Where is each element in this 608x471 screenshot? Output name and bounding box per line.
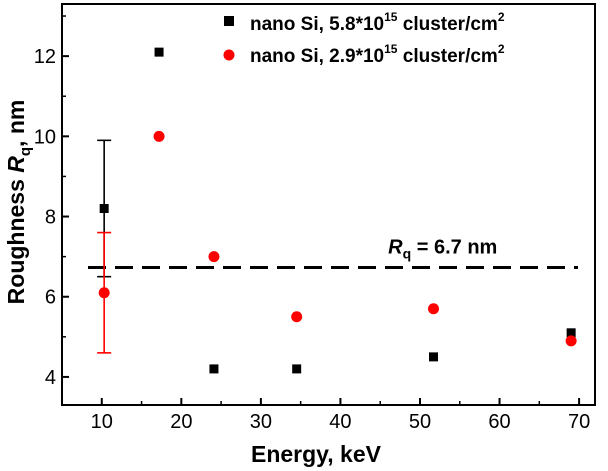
x-tick-label: 60 bbox=[488, 411, 510, 433]
x-tick-label: 50 bbox=[409, 411, 431, 433]
reference-line-label: Rq = 6.7 nm bbox=[388, 236, 497, 261]
point-series-1-square bbox=[429, 352, 439, 362]
legend-2-mid: cluster/cm bbox=[397, 46, 497, 67]
point-series-1-square bbox=[154, 47, 164, 57]
x-tick-label: 70 bbox=[568, 411, 590, 433]
y-title-suffix: , nm bbox=[3, 100, 29, 147]
y-title-prefix: Roughness bbox=[3, 173, 29, 305]
legend-marker-circle bbox=[223, 49, 235, 61]
legend-2-base: nano Si, 2.9*10 bbox=[250, 46, 384, 67]
point-series-2-circle bbox=[428, 303, 440, 315]
plot-frame bbox=[61, 3, 596, 406]
legend-marker-square bbox=[224, 16, 234, 26]
legend-entry-series-2: nano Si, 2.9*1015 cluster/cm2 bbox=[250, 42, 505, 67]
point-series-2-circle bbox=[565, 335, 577, 347]
y-title-subscript: q bbox=[17, 147, 34, 156]
legend: nano Si, 5.8*1015 cluster/cm2 nano Si, 2… bbox=[223, 10, 505, 67]
y-tick-label: 4 bbox=[45, 367, 56, 389]
data-points bbox=[98, 47, 577, 374]
legend-2-sup1: 15 bbox=[384, 42, 398, 56]
point-series-2-circle bbox=[208, 251, 220, 263]
point-series-2-circle bbox=[291, 311, 303, 323]
y-tick-label: 8 bbox=[45, 207, 56, 229]
error-bars bbox=[97, 139, 112, 354]
legend-1-sup1: 15 bbox=[384, 10, 398, 24]
point-series-2-circle bbox=[153, 130, 165, 142]
point-series-1-square bbox=[209, 364, 219, 374]
ref-label-subscript: q bbox=[403, 245, 412, 261]
x-axis-title: Energy, keV bbox=[251, 441, 382, 467]
plot-area: 10 20 30 40 50 60 70 4 6 8 10 12 bbox=[34, 3, 596, 433]
x-tick-label: 10 bbox=[91, 411, 113, 433]
legend-1-mid: cluster/cm bbox=[397, 14, 497, 35]
point-series-1-square bbox=[292, 364, 302, 374]
ref-label-text: = 6.7 nm bbox=[411, 236, 497, 258]
point-series-1-square bbox=[566, 328, 576, 338]
legend-1-base: nano Si, 5.8*10 bbox=[250, 14, 384, 35]
y-tick-label: 10 bbox=[34, 126, 56, 148]
y-title-symbol: R bbox=[3, 156, 29, 173]
x-tick-label: 40 bbox=[329, 411, 351, 433]
x-tick-label: 30 bbox=[250, 411, 272, 433]
ref-label-symbol: R bbox=[388, 236, 403, 258]
y-tick-label: 12 bbox=[34, 46, 56, 68]
y-tick-label: 6 bbox=[45, 287, 56, 309]
legend-1-sup2: 2 bbox=[498, 10, 505, 24]
point-series-1-square bbox=[99, 204, 109, 214]
point-series-2-circle bbox=[98, 287, 110, 299]
y-axis-title: Roughness Rq, nm bbox=[3, 100, 34, 305]
axis-ticks: 10 20 30 40 50 60 70 4 6 8 10 12 bbox=[34, 15, 590, 433]
legend-2-sup2: 2 bbox=[498, 42, 505, 56]
x-tick-label: 20 bbox=[170, 411, 192, 433]
legend-entry-series-1: nano Si, 5.8*1015 cluster/cm2 bbox=[250, 10, 505, 35]
